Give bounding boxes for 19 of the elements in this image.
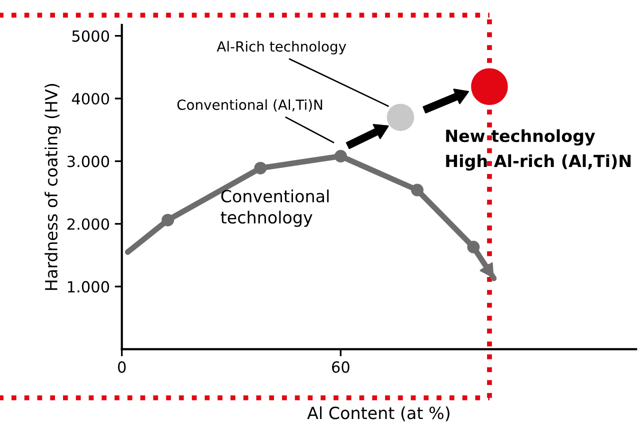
point: [162, 214, 174, 226]
y-tick-label: 1.000: [68, 281, 110, 293]
x-tick-label: 60: [332, 361, 350, 373]
y-tick-label: 3.000: [67, 156, 110, 168]
point: [334, 150, 347, 162]
annotation: High Al-rich (Al,Ti)N: [446, 154, 631, 171]
y-axis-title: Hardness of coating (HV): [44, 84, 61, 290]
annotation: Conventional technology: [220, 190, 329, 227]
point: [254, 162, 267, 174]
x-tick-label: 0: [118, 361, 126, 373]
x-axis-title: Al Content (at %): [307, 406, 450, 422]
point: [411, 184, 424, 196]
point: [467, 240, 480, 254]
y-tick-label: 2.000: [67, 218, 110, 230]
annotation: Conventional (Al,Ti)N: [177, 99, 322, 112]
y-tick-label: 4000: [72, 92, 110, 105]
annotation: New technology: [446, 129, 596, 146]
y-tick-label: 5000: [72, 30, 110, 42]
annotation: Al-Rich technology: [216, 40, 346, 54]
